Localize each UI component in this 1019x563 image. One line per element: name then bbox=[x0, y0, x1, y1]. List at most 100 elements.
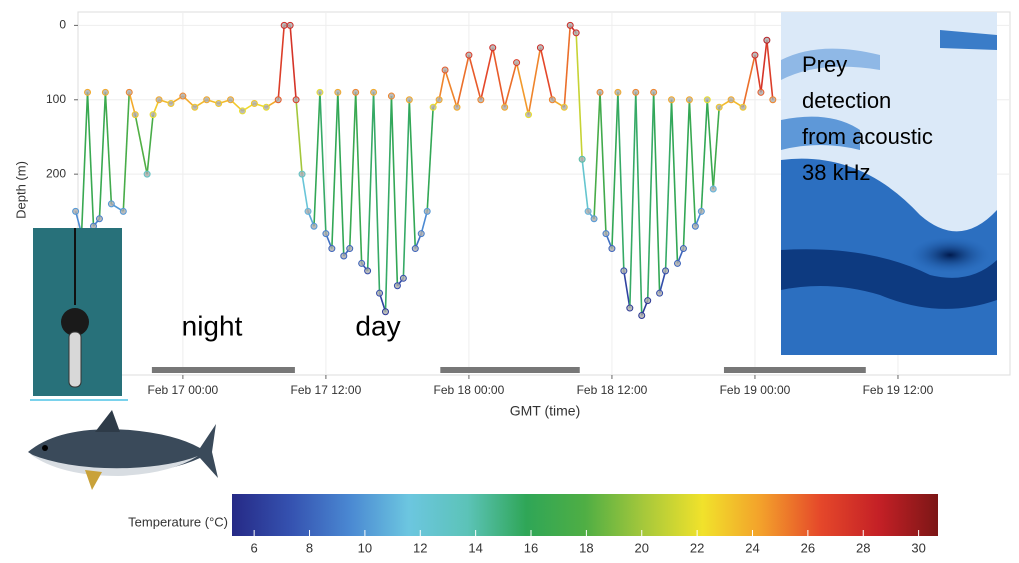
data-point bbox=[525, 111, 533, 119]
x-tick-label: Feb 17 00:00 bbox=[148, 383, 219, 397]
data-point bbox=[95, 215, 103, 223]
line-segment bbox=[611, 92, 619, 249]
data-point bbox=[596, 88, 604, 96]
y-tick-label: 100 bbox=[46, 92, 66, 106]
night-bar bbox=[151, 367, 295, 373]
data-point bbox=[179, 92, 187, 100]
data-point bbox=[280, 21, 288, 29]
data-point bbox=[316, 88, 324, 96]
line-segment bbox=[652, 92, 661, 294]
line-segment bbox=[682, 99, 691, 249]
annotation: day bbox=[355, 310, 400, 341]
line-segment bbox=[301, 174, 309, 212]
data-point bbox=[465, 51, 473, 59]
line-segment bbox=[599, 92, 607, 234]
data-point bbox=[703, 96, 711, 104]
colorbar-tick-label: 14 bbox=[468, 540, 482, 555]
line-segment bbox=[670, 99, 679, 264]
data-point bbox=[292, 96, 300, 104]
line-segment bbox=[629, 92, 637, 309]
data-point bbox=[411, 245, 419, 253]
x-tick-label: Feb 19 12:00 bbox=[863, 383, 934, 397]
data-point bbox=[638, 311, 646, 319]
data-point bbox=[72, 207, 80, 215]
data-point bbox=[405, 96, 413, 104]
data-point bbox=[364, 267, 372, 275]
line-segment bbox=[593, 92, 601, 219]
data-point bbox=[572, 29, 580, 37]
data-point bbox=[328, 245, 336, 253]
data-point bbox=[203, 96, 211, 104]
line-segment bbox=[581, 159, 589, 212]
line-segment bbox=[491, 47, 506, 108]
line-segment bbox=[515, 62, 530, 115]
colorbar-tick-label: 12 bbox=[413, 540, 427, 555]
line-segment bbox=[438, 69, 446, 100]
data-point bbox=[602, 230, 610, 238]
data-point bbox=[536, 44, 544, 52]
line-segment bbox=[348, 92, 357, 249]
acoustic-label: from acoustic bbox=[802, 124, 933, 149]
data-point bbox=[125, 88, 133, 96]
line-segment bbox=[575, 32, 583, 160]
y-axis-title: Depth (m) bbox=[13, 161, 28, 219]
line-segment bbox=[664, 99, 673, 271]
line-segment bbox=[408, 99, 417, 249]
data-point bbox=[662, 267, 670, 275]
data-point bbox=[763, 36, 771, 44]
line-segment bbox=[527, 47, 542, 115]
data-point bbox=[560, 103, 568, 111]
line-segment bbox=[295, 99, 303, 175]
colorbar-tick-label: 6 bbox=[251, 540, 258, 555]
line-segment bbox=[468, 54, 482, 100]
line-segment bbox=[617, 92, 625, 271]
line-segment bbox=[86, 92, 95, 227]
colorbar-tick-label: 22 bbox=[690, 540, 704, 555]
data-point bbox=[322, 230, 330, 238]
line-segment bbox=[384, 96, 393, 312]
data-point bbox=[679, 245, 687, 253]
data-point bbox=[191, 103, 199, 111]
data-point bbox=[620, 267, 628, 275]
data-point bbox=[632, 88, 640, 96]
line-segment bbox=[444, 69, 458, 108]
line-segment bbox=[766, 40, 774, 100]
colorbar-title: Temperature (°C) bbox=[128, 514, 228, 529]
line-segment bbox=[503, 62, 518, 108]
data-point bbox=[644, 297, 652, 305]
data-point bbox=[691, 222, 699, 230]
data-point bbox=[381, 308, 389, 316]
x-axis-title: GMT (time) bbox=[510, 403, 581, 419]
line-segment bbox=[98, 92, 107, 219]
data-point bbox=[453, 103, 461, 111]
data-point bbox=[501, 103, 509, 111]
data-point bbox=[310, 222, 318, 230]
data-point bbox=[685, 96, 693, 104]
data-point bbox=[387, 92, 395, 100]
line-segment bbox=[313, 92, 321, 227]
data-point bbox=[656, 289, 664, 297]
line-segment bbox=[623, 270, 631, 309]
annotation: night bbox=[182, 310, 243, 341]
line-segment bbox=[331, 92, 339, 249]
x-tick-label: Feb 18 00:00 bbox=[434, 383, 505, 397]
data-point bbox=[727, 96, 735, 104]
data-point bbox=[370, 88, 378, 96]
line-segment bbox=[658, 270, 667, 294]
data-point bbox=[566, 21, 574, 29]
data-point bbox=[227, 96, 235, 104]
data-point bbox=[143, 170, 151, 178]
colorbar bbox=[232, 494, 938, 536]
night-bar bbox=[440, 367, 580, 373]
data-point bbox=[578, 155, 586, 163]
line-segment bbox=[754, 55, 762, 93]
data-point bbox=[304, 207, 312, 215]
data-point bbox=[393, 282, 401, 290]
data-point bbox=[107, 200, 115, 208]
data-point bbox=[119, 207, 127, 215]
line-segment bbox=[480, 47, 494, 100]
data-point bbox=[250, 99, 258, 107]
x-tick-label: Feb 17 12:00 bbox=[291, 383, 362, 397]
line-segment bbox=[354, 92, 363, 264]
